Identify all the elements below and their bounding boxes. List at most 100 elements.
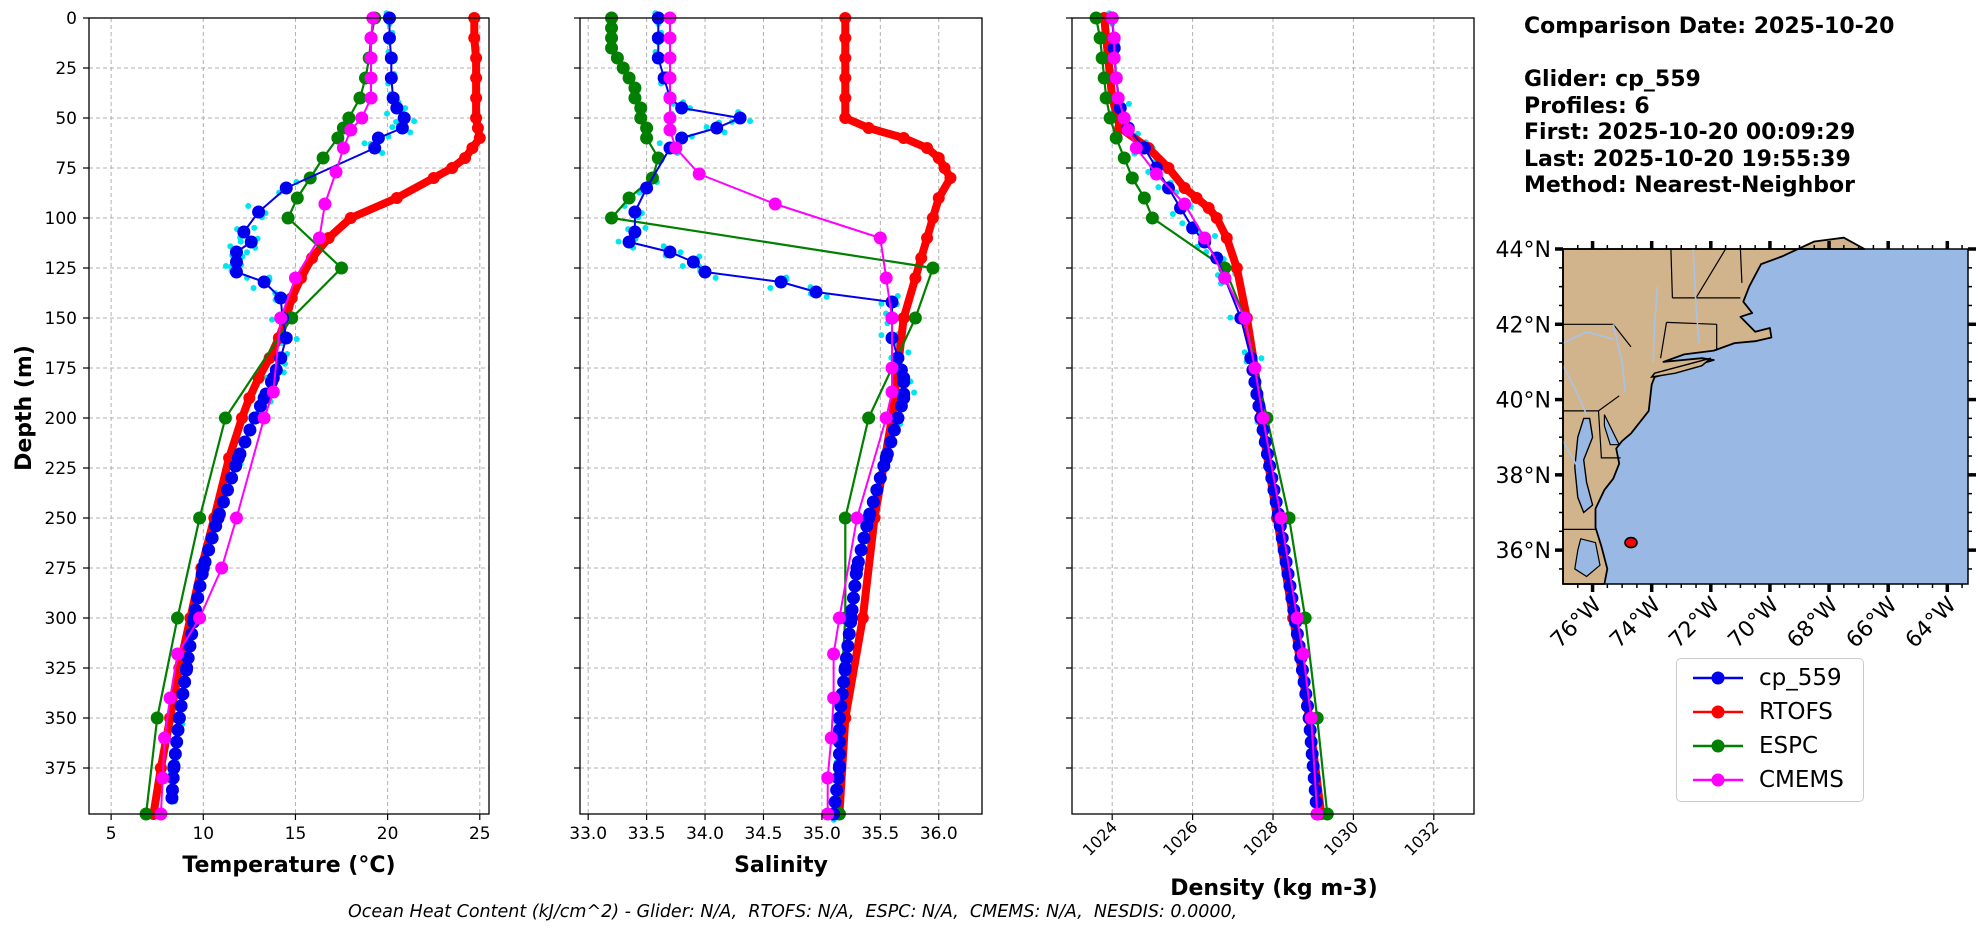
- legend-label: cp_559: [1759, 665, 1842, 691]
- data-point: [178, 675, 192, 689]
- river: [1692, 248, 1700, 344]
- data-point: [663, 71, 677, 85]
- lon-tick-label: 66°W: [1842, 592, 1903, 653]
- data-point: [386, 91, 400, 105]
- series-line: [170, 17, 406, 799]
- data-point: [1305, 747, 1319, 761]
- data-point: [473, 132, 486, 144]
- raw-point: [823, 293, 830, 300]
- data-point: [838, 511, 852, 525]
- y-tick-label: 100: [45, 209, 77, 229]
- series-line: [1111, 17, 1319, 815]
- data-point: [384, 51, 398, 65]
- raw-point: [767, 284, 774, 291]
- data-point: [1121, 123, 1135, 137]
- raw-point: [361, 140, 368, 147]
- data-point: [168, 747, 182, 761]
- data-point: [266, 385, 280, 399]
- density-panel: 1024 1026 1028 1030 1032: [1066, 10, 1475, 860]
- data-point: [908, 311, 922, 325]
- data-point: [838, 663, 852, 677]
- data-point: [891, 351, 905, 365]
- data-point: [471, 122, 484, 134]
- river: [1562, 330, 1614, 344]
- data-point: [841, 639, 855, 653]
- data-point: [167, 759, 181, 773]
- series-cmems: [154, 11, 380, 821]
- data-point: [170, 647, 184, 661]
- series-cp-559: [165, 11, 411, 805]
- data-point: [622, 235, 636, 249]
- data-point: [312, 231, 326, 245]
- data-point: [165, 783, 179, 797]
- state-border: [1660, 322, 1668, 359]
- data-point: [634, 111, 648, 125]
- y-tick-label: 250: [45, 509, 77, 529]
- data-point: [243, 423, 257, 437]
- raw-glider-points: [1106, 10, 1323, 820]
- data-point: [257, 411, 271, 425]
- data-point: [1109, 71, 1123, 85]
- data-point: [774, 275, 788, 289]
- glider-name: Glider: cp_559: [1524, 67, 1701, 92]
- raw-point: [1211, 233, 1218, 240]
- data-point: [353, 91, 367, 105]
- info-box: Comparison Date: 2025-10-20 Glider: cp_5…: [1524, 14, 1894, 200]
- data-point: [253, 399, 267, 413]
- data-point: [158, 731, 172, 745]
- data-point: [669, 141, 683, 155]
- data-point: [809, 285, 823, 299]
- data-point: [193, 611, 207, 625]
- raw-point: [642, 224, 649, 231]
- data-point: [873, 471, 887, 485]
- profile-count: Profiles: 6: [1524, 93, 1650, 119]
- data-point: [622, 191, 636, 205]
- data-point: [839, 92, 852, 104]
- data-point: [880, 447, 894, 461]
- x-tick-label: 33.5: [628, 824, 666, 844]
- data-point: [248, 411, 262, 425]
- legend-label: CMEMS: [1759, 767, 1844, 793]
- data-point: [839, 72, 852, 84]
- data-point: [857, 531, 871, 545]
- data-point: [459, 152, 472, 164]
- data-point: [1097, 71, 1111, 85]
- y-tick-label: 125: [45, 259, 77, 279]
- data-point: [891, 411, 905, 425]
- data-point: [1299, 687, 1313, 701]
- raw-point: [1227, 314, 1234, 321]
- x-tick-label: 35.5: [861, 824, 899, 844]
- data-point: [1178, 197, 1192, 211]
- y-tick-label: 375: [45, 759, 77, 779]
- data-point: [205, 531, 219, 545]
- state-border: [1739, 248, 1743, 283]
- legend-label: ESPC: [1759, 733, 1819, 759]
- raw-point: [677, 249, 684, 256]
- data-point: [181, 651, 195, 665]
- data-point: [634, 101, 648, 115]
- data-point: [156, 771, 170, 785]
- pamlico-sound: [1574, 538, 1601, 578]
- raw-point: [251, 224, 258, 231]
- data-point: [821, 771, 835, 785]
- data-point: [179, 663, 193, 677]
- data-point: [238, 435, 252, 449]
- data-point: [1279, 555, 1293, 569]
- data-point: [827, 691, 841, 705]
- data-point: [887, 423, 901, 437]
- data-point: [1290, 627, 1304, 641]
- data-point: [832, 723, 846, 737]
- x-tick-label: 10: [192, 824, 214, 844]
- data-point: [1275, 531, 1289, 545]
- data-point: [839, 52, 852, 64]
- data-point: [322, 232, 335, 244]
- data-point: [1295, 663, 1309, 677]
- raw-point: [1179, 220, 1186, 227]
- data-point: [828, 795, 842, 809]
- delaware-bay: [1603, 414, 1621, 446]
- raw-point: [878, 332, 885, 339]
- raw-point: [1169, 210, 1176, 217]
- data-point: [285, 311, 299, 325]
- lat-tick-label: 44°N: [1496, 238, 1551, 263]
- data-point: [390, 101, 404, 115]
